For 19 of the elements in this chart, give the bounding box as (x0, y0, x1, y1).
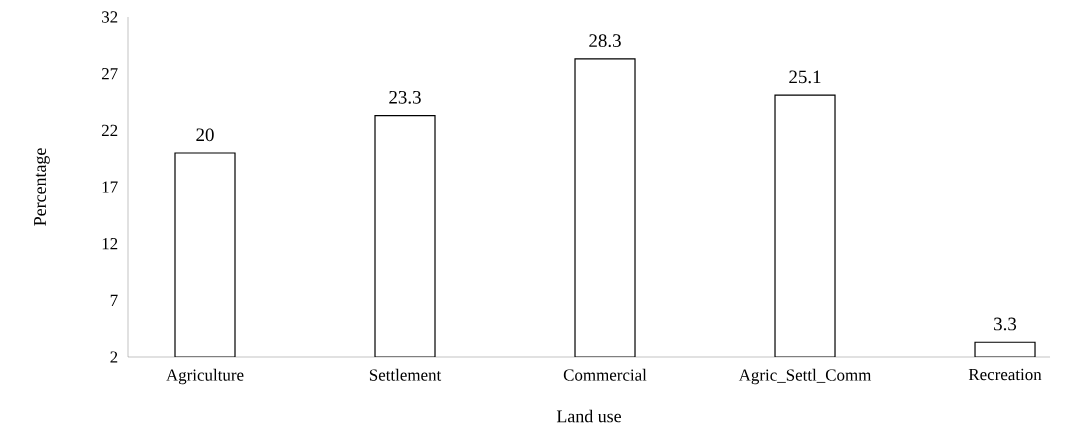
data-label: 28.3 (589, 34, 621, 48)
x-tick-label: Commercial (563, 368, 647, 381)
data-label: 23.3 (389, 90, 421, 104)
data-label: 20 (196, 128, 214, 142)
y-axis-title: Percentage (34, 148, 50, 226)
y-tick-label: 17 (102, 181, 118, 193)
y-tick-label: 32 (102, 11, 118, 23)
data-label: 25.1 (789, 70, 821, 84)
x-axis-title: Land use (556, 409, 621, 423)
y-tick-label: 2 (110, 351, 118, 363)
data-label: 3.3 (994, 317, 1017, 331)
y-tick-label: 27 (101, 68, 118, 80)
y-tick-label: 7 (110, 294, 118, 306)
y-tick-label: 22 (101, 124, 118, 136)
x-tick-label: Agric_Settl_Comm (738, 368, 872, 385)
x-tick-label: Recreation (968, 368, 1042, 381)
x-tick-label: Agriculture (166, 368, 244, 385)
y-tick-label: 12 (102, 238, 118, 250)
x-tick-label: Settlement (369, 368, 442, 381)
